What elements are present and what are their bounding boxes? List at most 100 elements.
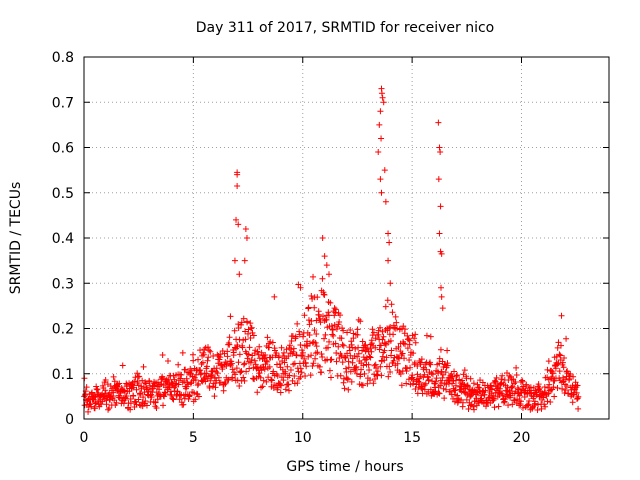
- data-point: [483, 403, 490, 410]
- data-point: [379, 336, 386, 343]
- data-point: [372, 335, 379, 342]
- data-point: [385, 373, 392, 380]
- data-point: [409, 332, 416, 339]
- data-point: [311, 327, 318, 334]
- data-point: [251, 357, 258, 364]
- data-point: [210, 353, 217, 360]
- data-point: [481, 391, 488, 398]
- data-point: [361, 370, 368, 377]
- data-point: [236, 271, 243, 278]
- data-point: [326, 338, 333, 345]
- data-point: [482, 387, 489, 394]
- data-point: [268, 377, 275, 384]
- data-point: [244, 319, 251, 326]
- data-point: [94, 398, 101, 405]
- y-tick-label: 0.6: [52, 141, 74, 157]
- y-tick-label: 0.2: [52, 322, 74, 338]
- data-point: [261, 366, 268, 373]
- data-point: [538, 405, 545, 412]
- data-point: [570, 373, 577, 380]
- data-point: [519, 404, 526, 411]
- data-point: [242, 225, 249, 232]
- data-point: [214, 370, 221, 377]
- data-point: [240, 361, 247, 368]
- x-tick-label: 15: [403, 430, 421, 446]
- data-point: [191, 389, 198, 396]
- data-point: [280, 377, 287, 384]
- data-point: [440, 371, 447, 378]
- data-point: [215, 374, 222, 381]
- data-point: [441, 395, 448, 402]
- data-point: [195, 380, 202, 387]
- data-point: [245, 351, 252, 358]
- data-point: [565, 390, 572, 397]
- data-point: [438, 293, 445, 300]
- data-point: [383, 341, 390, 348]
- data-point: [199, 359, 206, 366]
- data-point: [370, 329, 377, 336]
- data-point: [241, 257, 248, 264]
- data-point: [242, 336, 249, 343]
- data-point: [333, 358, 340, 365]
- data-point: [382, 303, 389, 310]
- data-point: [407, 381, 414, 388]
- data-point: [354, 326, 361, 333]
- data-point: [438, 284, 444, 291]
- data-point: [290, 345, 297, 352]
- data-point: [264, 358, 271, 365]
- data-point: [186, 392, 193, 399]
- data-point: [435, 119, 442, 126]
- data-point: [121, 387, 128, 394]
- data-point: [525, 401, 532, 408]
- data-point: [321, 291, 328, 298]
- data-point: [375, 327, 382, 334]
- data-point: [400, 323, 407, 330]
- data-point: [296, 328, 303, 335]
- data-point: [359, 382, 366, 389]
- data-point: [236, 351, 243, 358]
- data-point: [273, 350, 280, 357]
- data-point: [222, 380, 229, 387]
- y-tick-label: 0.7: [52, 95, 74, 111]
- data-point: [94, 386, 101, 393]
- data-point: [436, 360, 443, 367]
- data-point: [331, 305, 338, 312]
- data-point: [406, 337, 413, 344]
- data-point: [209, 368, 216, 375]
- data-point: [389, 309, 396, 316]
- data-point: [241, 377, 248, 384]
- data-point: [102, 387, 109, 394]
- data-point: [428, 370, 435, 377]
- data-point: [404, 365, 411, 372]
- data-point: [325, 312, 332, 319]
- data-point: [197, 347, 204, 354]
- data-point: [372, 344, 379, 351]
- data-point: [285, 387, 292, 394]
- data-point: [366, 366, 373, 373]
- data-point: [310, 360, 317, 367]
- data-point: [404, 345, 411, 352]
- data-point: [233, 365, 240, 372]
- data-point: [298, 347, 305, 354]
- data-point: [324, 344, 331, 351]
- data-point: [427, 361, 434, 368]
- data-point: [513, 364, 520, 371]
- data-point: [452, 382, 459, 389]
- data-point: [360, 362, 367, 369]
- data-point: [247, 335, 254, 342]
- data-point: [394, 360, 401, 367]
- data-point: [386, 363, 393, 370]
- data-point: [417, 359, 424, 366]
- data-point: [563, 335, 570, 342]
- data-point: [258, 384, 265, 391]
- data-point: [437, 149, 444, 156]
- data-point: [386, 325, 393, 332]
- x-tick-label: 10: [294, 430, 312, 446]
- data-point: [226, 334, 233, 341]
- data-point: [319, 354, 326, 361]
- data-point: [488, 386, 495, 393]
- data-point: [301, 312, 308, 319]
- data-point: [556, 368, 563, 375]
- x-tick-label: 5: [189, 430, 198, 446]
